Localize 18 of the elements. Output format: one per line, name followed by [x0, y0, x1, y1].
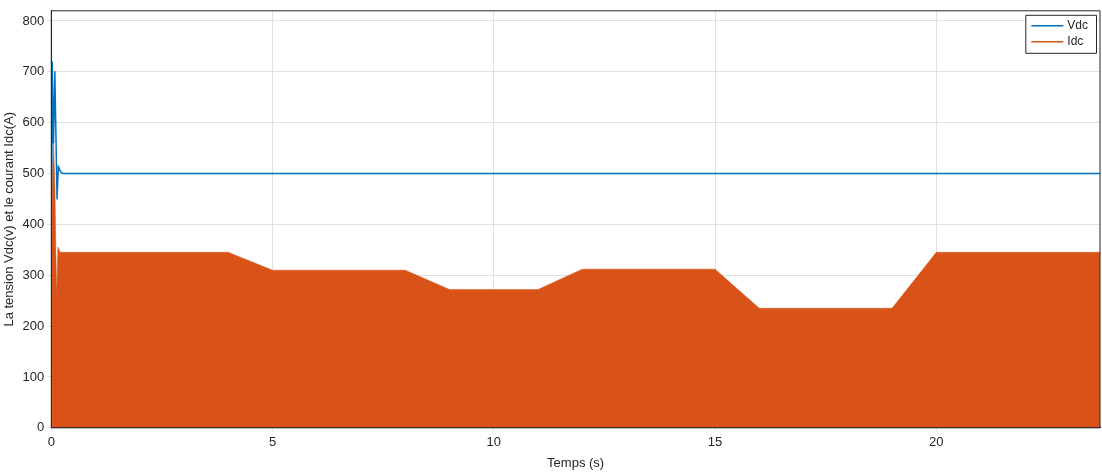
y-tick-label: 800 [22, 12, 45, 28]
x-tick-label: 5 [268, 434, 277, 450]
y-tick-label: 600 [22, 114, 45, 130]
x-tick-label: 10 [486, 434, 502, 450]
x-tick-label: 0 [47, 434, 55, 450]
x-tick-label: 15 [707, 434, 723, 450]
x-axis-title: Temps (s) [547, 454, 605, 470]
y-tick-label: 500 [22, 165, 45, 181]
y-tick-label: 200 [22, 317, 45, 333]
y-axis-title: La tension Vdc(v) et le courant Idc(A) [1, 112, 17, 327]
y-tick-label: 0 [37, 419, 45, 435]
x-tick-label: 20 [929, 434, 944, 450]
y-tick-label: 100 [22, 368, 45, 384]
y-tick-label: 300 [22, 266, 45, 282]
legend-label: Idc [1067, 34, 1084, 49]
y-tick-label: 400 [22, 215, 45, 231]
y-tick-label: 700 [22, 63, 45, 79]
legend-label: Vdc [1067, 18, 1089, 33]
